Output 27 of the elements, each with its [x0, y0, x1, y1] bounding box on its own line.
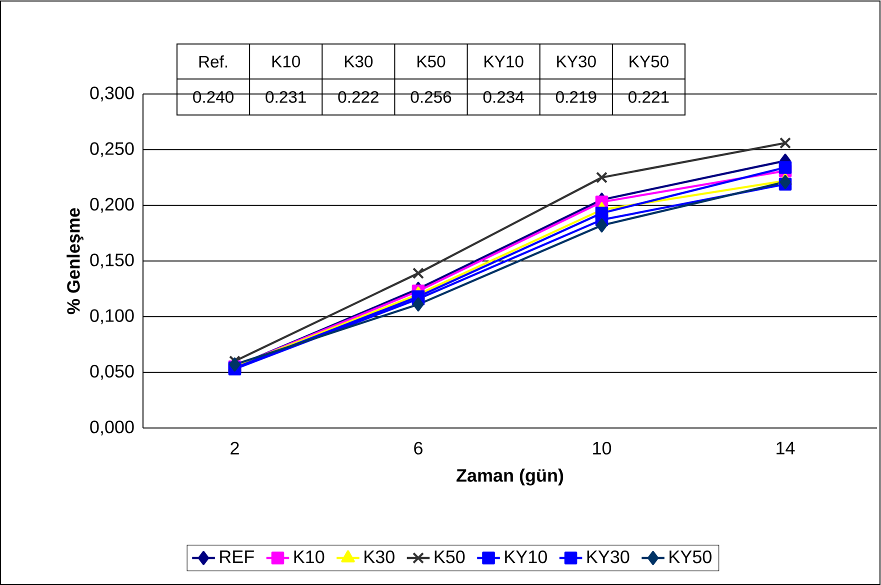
- text: Ref.: [199, 55, 228, 68]
- y-tick-label: 0,300: [90, 86, 134, 102]
- legend-label: KY30: [587, 550, 630, 564]
- x-tick-label: 14: [776, 442, 795, 454]
- text: KY10: [484, 56, 524, 68]
- y-tick-label: 0,250: [90, 142, 134, 158]
- text: KY50: [630, 56, 668, 68]
- y-tick-label: 0,150: [90, 254, 134, 268]
- x-tick-label: 6: [414, 442, 422, 455]
- y-axis-title: % Genleşme: [66, 208, 84, 314]
- legend-label: K10: [294, 550, 324, 564]
- x-tick-label: 10: [593, 442, 612, 455]
- y-tick-label: 0,200: [90, 198, 134, 213]
- legend-label: K30: [364, 550, 394, 564]
- legend-label: K50: [434, 550, 465, 564]
- y-tick-label: 0,100: [90, 309, 134, 324]
- x-axis-title: Zaman (gün): [456, 468, 564, 486]
- text: K50: [418, 56, 446, 68]
- text: K30: [344, 56, 373, 68]
- x-tick-label: 2: [230, 442, 239, 454]
- legend-label: KY50: [670, 550, 712, 564]
- y-tick-label: 0,000: [90, 420, 134, 436]
- legend-label: REF: [220, 550, 254, 563]
- legend-label: KY10: [505, 550, 547, 564]
- y-tick-label: 0,050: [90, 364, 134, 380]
- text: K10: [272, 56, 300, 68]
- text: KY30: [557, 56, 596, 68]
